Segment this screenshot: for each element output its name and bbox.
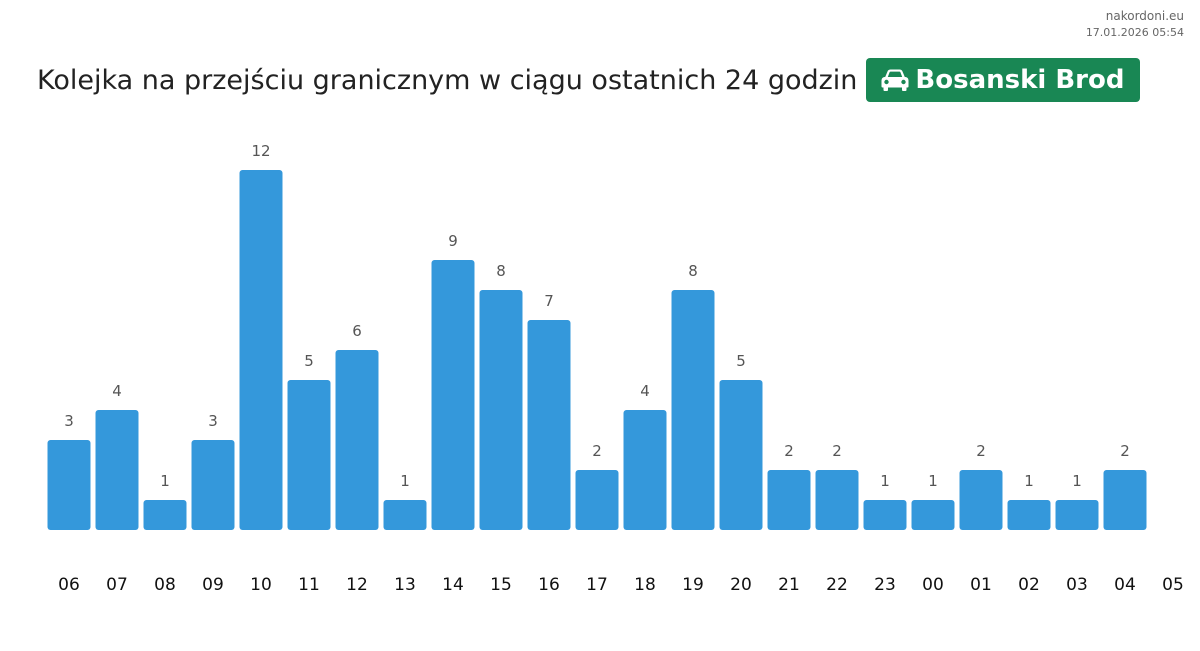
- bar-20: [719, 380, 763, 530]
- x-tick-label: 17: [586, 575, 608, 595]
- bar-06: [47, 440, 91, 530]
- x-tick-label: 21: [778, 575, 800, 595]
- x-tick-label: 15: [490, 575, 512, 595]
- bar-15: [479, 290, 523, 530]
- bar-value-label: 3: [64, 412, 74, 430]
- bar-value-label: 1: [880, 472, 890, 490]
- bar-14: [431, 260, 475, 530]
- bar-22: [815, 470, 859, 530]
- x-tick-label: 01: [970, 575, 992, 595]
- chart-header: Kolejka na przejściu granicznym w ciągu …: [37, 58, 1141, 102]
- crossing-badge: Bosanski Brod: [866, 58, 1141, 102]
- timestamp: 17.01.2026 05:54: [1085, 26, 1184, 39]
- bar-value-label: 2: [832, 442, 842, 460]
- bar-value-label: 1: [928, 472, 938, 490]
- bar-value-label: 8: [688, 262, 698, 280]
- car-icon: [881, 69, 909, 91]
- bar-value-label: 9: [448, 232, 458, 250]
- bar-value-label: 5: [736, 352, 746, 370]
- bar-value-label: 8: [496, 262, 506, 280]
- bar-21: [767, 470, 811, 530]
- bar-00: [911, 500, 955, 530]
- bar-value-label: 7: [544, 292, 554, 310]
- x-tick-label: 23: [874, 575, 896, 595]
- bar-value-label: 1: [160, 472, 170, 490]
- bar-value-label: 1: [400, 472, 410, 490]
- bar-03: [1055, 500, 1099, 530]
- x-tick-label: 08: [154, 575, 176, 595]
- bar-19: [671, 290, 715, 530]
- x-tick-label: 11: [298, 575, 320, 595]
- x-tick-label: 18: [634, 575, 656, 595]
- bar-04: [1103, 470, 1147, 530]
- x-tick-label: 13: [394, 575, 416, 595]
- brand-block: nakordoni.eu 17.01.2026 05:54: [1086, 9, 1184, 41]
- bar-02: [1007, 500, 1051, 530]
- bar-value-label: 2: [592, 442, 602, 460]
- x-tick-label: 02: [1018, 575, 1040, 595]
- x-tick-label: 03: [1066, 575, 1088, 595]
- x-tick-label: 19: [682, 575, 704, 595]
- bar-11: [287, 380, 331, 530]
- x-tick-label: 22: [826, 575, 848, 595]
- x-tick-label: 00: [922, 575, 944, 595]
- x-tick-label: 12: [346, 575, 368, 595]
- bar-value-label: 12: [251, 142, 270, 160]
- bar-value-label: 1: [1024, 472, 1034, 490]
- bar-09: [191, 440, 235, 530]
- site-name: nakordoni.eu: [1105, 9, 1184, 23]
- x-tick-label: 10: [250, 575, 272, 595]
- bar-13: [383, 500, 427, 530]
- bar-17: [575, 470, 619, 530]
- bar-10: [239, 170, 283, 530]
- x-tick-label: 05: [1162, 575, 1184, 595]
- bar-value-label: 2: [976, 442, 986, 460]
- bar-value-label: 1: [1072, 472, 1082, 490]
- bar-16: [527, 320, 571, 530]
- x-tick-label: 16: [538, 575, 560, 595]
- bar-value-label: 6: [352, 322, 362, 340]
- bar-value-label: 5: [304, 352, 314, 370]
- bar-18: [623, 410, 667, 530]
- x-tick-label: 20: [730, 575, 752, 595]
- bar-value-label: 4: [640, 382, 650, 400]
- bar-07: [95, 410, 139, 530]
- bar-12: [335, 350, 379, 530]
- x-tick-label: 07: [106, 575, 128, 595]
- bar-01: [959, 470, 1003, 530]
- x-tick-label: 09: [202, 575, 224, 595]
- x-tick-label: 04: [1114, 575, 1136, 595]
- bar-08: [143, 500, 187, 530]
- page-title: Kolejka na przejściu granicznym w ciągu …: [37, 64, 858, 96]
- bar-value-label: 3: [208, 412, 218, 430]
- crossing-name: Bosanski Brod: [915, 65, 1125, 95]
- bar-value-label: 2: [1120, 442, 1130, 460]
- x-tick-label: 06: [58, 575, 80, 595]
- bar-23: [863, 500, 907, 530]
- x-tick-label: 14: [442, 575, 464, 595]
- bar-value-label: 2: [784, 442, 794, 460]
- bar-value-label: 4: [112, 382, 122, 400]
